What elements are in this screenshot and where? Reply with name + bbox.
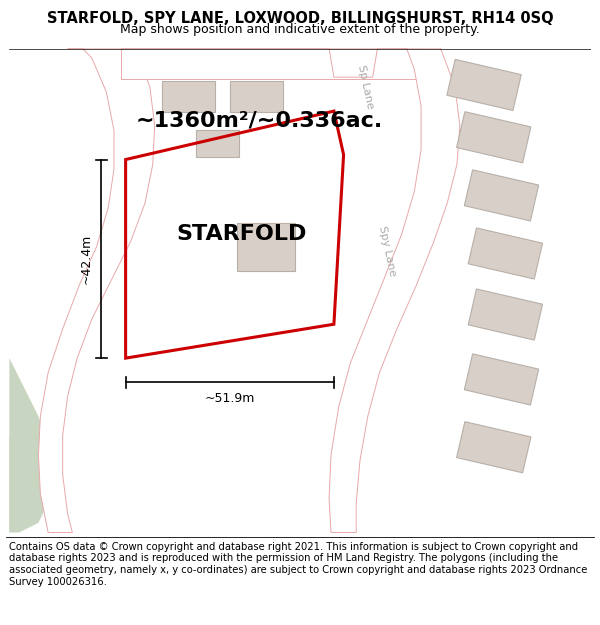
Polygon shape: [10, 48, 50, 532]
Polygon shape: [457, 422, 531, 472]
Text: ~51.9m: ~51.9m: [205, 392, 255, 405]
Polygon shape: [468, 228, 542, 279]
Polygon shape: [162, 81, 215, 112]
Polygon shape: [121, 48, 426, 79]
Polygon shape: [38, 48, 155, 532]
Polygon shape: [329, 48, 460, 532]
Polygon shape: [196, 129, 239, 157]
Text: STARFOLD: STARFOLD: [176, 224, 307, 244]
Polygon shape: [468, 289, 542, 340]
Text: Spy Lane: Spy Lane: [377, 226, 397, 278]
Polygon shape: [237, 222, 295, 271]
Text: Sp Lane: Sp Lane: [356, 64, 376, 110]
Polygon shape: [447, 59, 521, 111]
Polygon shape: [329, 48, 377, 77]
Text: ~42.4m: ~42.4m: [80, 234, 92, 284]
Polygon shape: [464, 354, 539, 405]
Text: Map shows position and indicative extent of the property.: Map shows position and indicative extent…: [120, 23, 480, 36]
Text: ~1360m²/~0.336ac.: ~1360m²/~0.336ac.: [136, 111, 383, 131]
Polygon shape: [457, 112, 531, 162]
Text: Contains OS data © Crown copyright and database right 2021. This information is : Contains OS data © Crown copyright and d…: [9, 542, 587, 586]
Polygon shape: [230, 81, 283, 112]
Polygon shape: [10, 48, 50, 532]
Text: STARFOLD, SPY LANE, LOXWOOD, BILLINGSHURST, RH14 0SQ: STARFOLD, SPY LANE, LOXWOOD, BILLINGSHUR…: [47, 11, 553, 26]
Polygon shape: [464, 170, 539, 221]
